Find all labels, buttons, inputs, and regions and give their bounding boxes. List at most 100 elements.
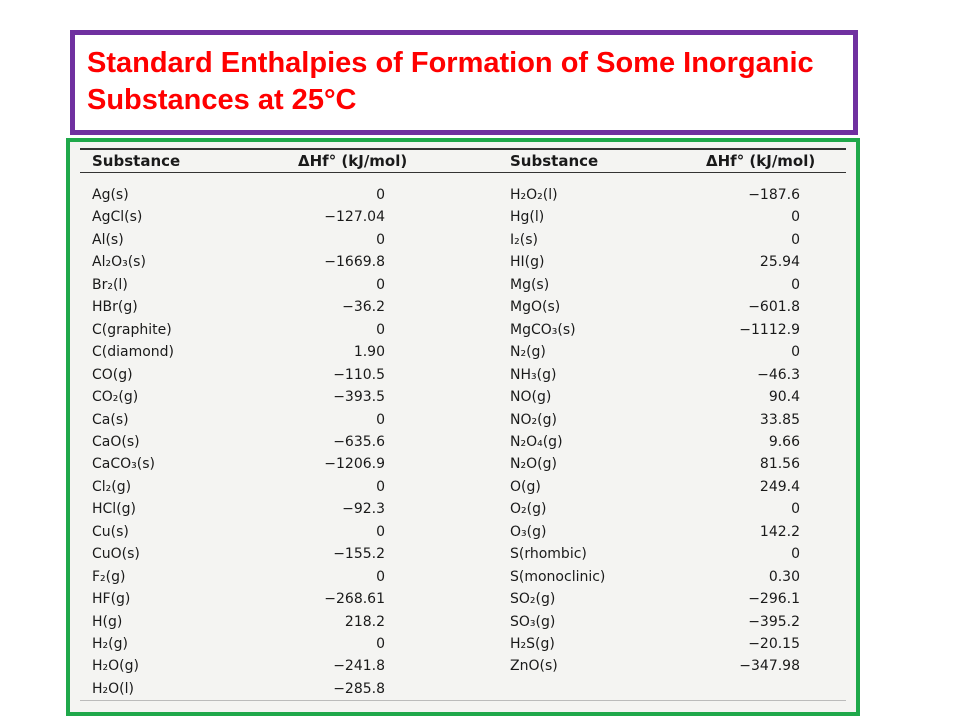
value-cell: −1112.9 bbox=[739, 321, 800, 338]
substance-cell: NH₃(g) bbox=[510, 366, 557, 383]
substance-cell: CO₂(g) bbox=[92, 389, 139, 406]
substance-cell: MgO(s) bbox=[510, 299, 561, 316]
substance-cell: H₂O₂(l) bbox=[510, 187, 558, 203]
value-cell: 0 bbox=[376, 523, 385, 540]
value-cell: 0 bbox=[791, 501, 800, 518]
header-cell: ΔHf° (kJ/mol) bbox=[706, 152, 816, 170]
value-cell: −601.8 bbox=[748, 299, 800, 316]
substance-cell: N₂O(g) bbox=[510, 456, 557, 473]
substance-cell: Cu(s) bbox=[92, 523, 129, 540]
value-cell: 25.94 bbox=[759, 254, 800, 271]
header-cell: Substance bbox=[92, 152, 181, 170]
value-cell: 0 bbox=[791, 344, 800, 361]
value-cell: −46.3 bbox=[757, 366, 800, 383]
value-cell: 0 bbox=[376, 321, 385, 338]
value-cell: 0 bbox=[376, 276, 385, 293]
value-cell: 0 bbox=[376, 187, 385, 203]
header-cell: ΔHf° (kJ/mol) bbox=[298, 152, 408, 170]
substance-cell: O₃(g) bbox=[510, 523, 547, 540]
substance-cell: C(graphite) bbox=[92, 321, 172, 338]
substance-cell: N₂(g) bbox=[510, 344, 546, 361]
substance-cell: CaCO₃(s) bbox=[92, 456, 155, 473]
value-cell: −92.3 bbox=[342, 501, 385, 518]
substance-cell: MgCO₃(s) bbox=[510, 321, 576, 338]
substance-cell: S(rhombic) bbox=[510, 546, 587, 563]
value-cell: 0 bbox=[791, 209, 800, 226]
substance-cell: HBr(g) bbox=[92, 299, 138, 316]
substance-cell: HCl(g) bbox=[92, 501, 137, 518]
substance-cell: CO(g) bbox=[92, 366, 133, 383]
header-rule bbox=[80, 172, 846, 173]
substance-cell: H₂(g) bbox=[92, 636, 128, 652]
substance-cell: H(g) bbox=[92, 613, 123, 630]
title-box: Standard Enthalpies of Formation of Some… bbox=[70, 30, 858, 135]
value-cell: −268.61 bbox=[324, 591, 385, 608]
substance-cell: Al₂O₃(s) bbox=[92, 254, 146, 271]
substance-cell: HF(g) bbox=[92, 591, 131, 608]
value-cell: −187.6 bbox=[748, 187, 800, 203]
substance-cell: HI(g) bbox=[510, 254, 545, 271]
value-cell: 0 bbox=[791, 276, 800, 293]
substance-cell: N₂O₄(g) bbox=[510, 433, 563, 450]
substance-cell: SO₂(g) bbox=[510, 591, 556, 608]
value-cell: 0 bbox=[791, 546, 800, 563]
substance-cell: O(g) bbox=[510, 478, 541, 495]
value-cell: 33.85 bbox=[759, 411, 800, 428]
value-cell: 0 bbox=[376, 411, 385, 428]
substance-cell: H₂O(g) bbox=[92, 658, 139, 675]
value-cell: −285.8 bbox=[333, 680, 385, 697]
substance-cell: Ag(s) bbox=[92, 187, 129, 203]
header-cell: Substance bbox=[510, 152, 599, 170]
substance-cell: Hg(l) bbox=[510, 209, 545, 226]
value-cell: 90.4 bbox=[768, 389, 800, 406]
value-cell: 0 bbox=[376, 636, 385, 652]
value-cell: −1206.9 bbox=[324, 456, 385, 473]
bottom-rule bbox=[80, 700, 846, 701]
value-cell: −1669.8 bbox=[324, 254, 385, 271]
substance-cell: Mg(s) bbox=[510, 276, 550, 293]
value-cell: 0 bbox=[791, 231, 800, 248]
substance-cell: Al(s) bbox=[92, 231, 124, 248]
title: Standard Enthalpies of Formation of Some… bbox=[87, 47, 814, 116]
value-cell: −241.8 bbox=[333, 658, 385, 675]
value-cell: −296.1 bbox=[748, 591, 800, 608]
substance-cell: CuO(s) bbox=[92, 546, 140, 563]
substance-cell: SO₃(g) bbox=[510, 613, 556, 630]
value-cell: −110.5 bbox=[333, 366, 385, 383]
value-cell: −395.2 bbox=[748, 613, 800, 630]
substance-cell: NO₂(g) bbox=[510, 411, 557, 428]
value-cell: −635.6 bbox=[333, 433, 385, 450]
substance-cell: H₂S(g) bbox=[510, 636, 555, 652]
value-cell: −155.2 bbox=[333, 546, 385, 563]
substance-cell: CaO(s) bbox=[92, 433, 140, 450]
substance-cell: AgCl(s) bbox=[92, 209, 143, 226]
substance-cell: I₂(s) bbox=[510, 231, 538, 248]
value-cell: 142.2 bbox=[759, 523, 800, 540]
value-cell: 0 bbox=[376, 478, 385, 495]
value-cell: 9.66 bbox=[768, 433, 800, 450]
substance-cell: NO(g) bbox=[510, 389, 552, 406]
substance-cell: H₂O(l) bbox=[92, 680, 134, 697]
value-cell: 81.56 bbox=[759, 456, 800, 473]
top-rule bbox=[80, 148, 846, 150]
value-cell: 0 bbox=[376, 231, 385, 248]
value-cell: −36.2 bbox=[342, 299, 385, 316]
value-cell: 218.2 bbox=[344, 613, 385, 630]
substance-cell: S(monoclinic) bbox=[510, 568, 606, 585]
substance-cell: ZnO(s) bbox=[510, 658, 558, 675]
substance-cell: Cl₂(g) bbox=[92, 478, 132, 495]
value-cell: 249.4 bbox=[759, 478, 800, 495]
substance-cell: Br₂(l) bbox=[92, 276, 128, 293]
table: Substance ΔHf° (kJ/mol) Substance ΔHf° (kJ/… bbox=[66, 138, 860, 716]
substance-cell: O₂(g) bbox=[510, 501, 547, 518]
value-cell: 0 bbox=[376, 568, 385, 585]
value-cell: −20.15 bbox=[748, 636, 800, 652]
value-cell: 0.30 bbox=[768, 568, 800, 585]
substance-cell: F₂(g) bbox=[92, 568, 126, 585]
value-cell: −127.04 bbox=[324, 209, 385, 226]
value-cell: 1.90 bbox=[353, 344, 385, 361]
value-cell: −393.5 bbox=[333, 389, 385, 406]
substance-cell: Ca(s) bbox=[92, 411, 129, 428]
value-cell: −347.98 bbox=[739, 658, 800, 675]
